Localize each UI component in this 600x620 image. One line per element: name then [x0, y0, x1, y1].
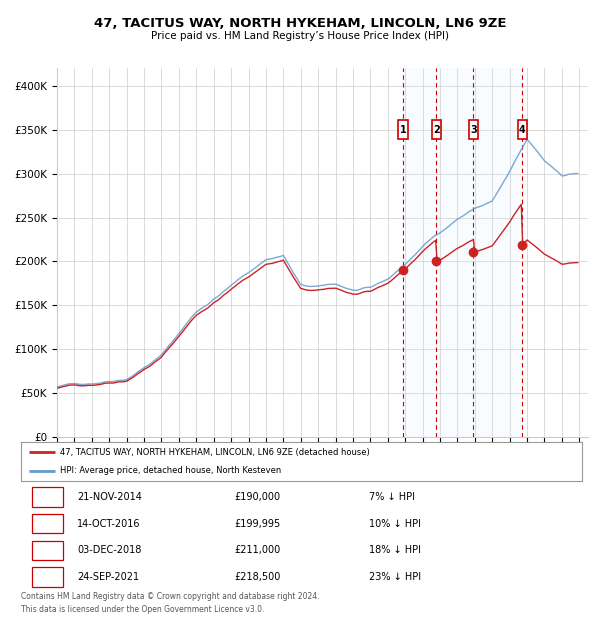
FancyBboxPatch shape: [518, 120, 527, 140]
FancyBboxPatch shape: [32, 541, 63, 560]
Text: 3: 3: [44, 545, 51, 556]
Text: £199,995: £199,995: [234, 518, 280, 529]
Text: 7% ↓ HPI: 7% ↓ HPI: [369, 492, 415, 502]
Text: 3: 3: [470, 125, 477, 135]
Text: 47, TACITUS WAY, NORTH HYKEHAM, LINCOLN, LN6 9ZE: 47, TACITUS WAY, NORTH HYKEHAM, LINCOLN,…: [94, 17, 506, 30]
Text: HPI: Average price, detached house, North Kesteven: HPI: Average price, detached house, Nort…: [60, 466, 281, 476]
Bar: [403, 68, 523, 437]
Text: Contains HM Land Registry data © Crown copyright and database right 2024.: Contains HM Land Registry data © Crown c…: [21, 592, 320, 601]
Text: 4: 4: [519, 125, 526, 135]
FancyBboxPatch shape: [469, 120, 478, 140]
Text: 2: 2: [433, 125, 440, 135]
FancyBboxPatch shape: [32, 487, 63, 507]
Text: 47, TACITUS WAY, NORTH HYKEHAM, LINCOLN, LN6 9ZE (detached house): 47, TACITUS WAY, NORTH HYKEHAM, LINCOLN,…: [60, 448, 370, 457]
Text: 14-OCT-2016: 14-OCT-2016: [77, 518, 140, 529]
FancyBboxPatch shape: [32, 514, 63, 533]
Text: 24-SEP-2021: 24-SEP-2021: [77, 572, 139, 582]
Text: 23% ↓ HPI: 23% ↓ HPI: [369, 572, 421, 582]
Text: 1: 1: [400, 125, 407, 135]
FancyBboxPatch shape: [32, 567, 63, 587]
FancyBboxPatch shape: [431, 120, 441, 140]
Text: 18% ↓ HPI: 18% ↓ HPI: [369, 545, 421, 556]
Text: 1: 1: [44, 492, 51, 502]
Text: 03-DEC-2018: 03-DEC-2018: [77, 545, 142, 556]
Text: 2: 2: [44, 518, 51, 529]
Text: £218,500: £218,500: [234, 572, 281, 582]
FancyBboxPatch shape: [398, 120, 408, 140]
Text: £211,000: £211,000: [234, 545, 280, 556]
Text: 4: 4: [44, 572, 51, 582]
Text: 21-NOV-2014: 21-NOV-2014: [77, 492, 142, 502]
Text: 10% ↓ HPI: 10% ↓ HPI: [369, 518, 421, 529]
Text: Price paid vs. HM Land Registry’s House Price Index (HPI): Price paid vs. HM Land Registry’s House …: [151, 31, 449, 41]
Text: £190,000: £190,000: [234, 492, 280, 502]
Text: This data is licensed under the Open Government Licence v3.0.: This data is licensed under the Open Gov…: [21, 604, 265, 614]
